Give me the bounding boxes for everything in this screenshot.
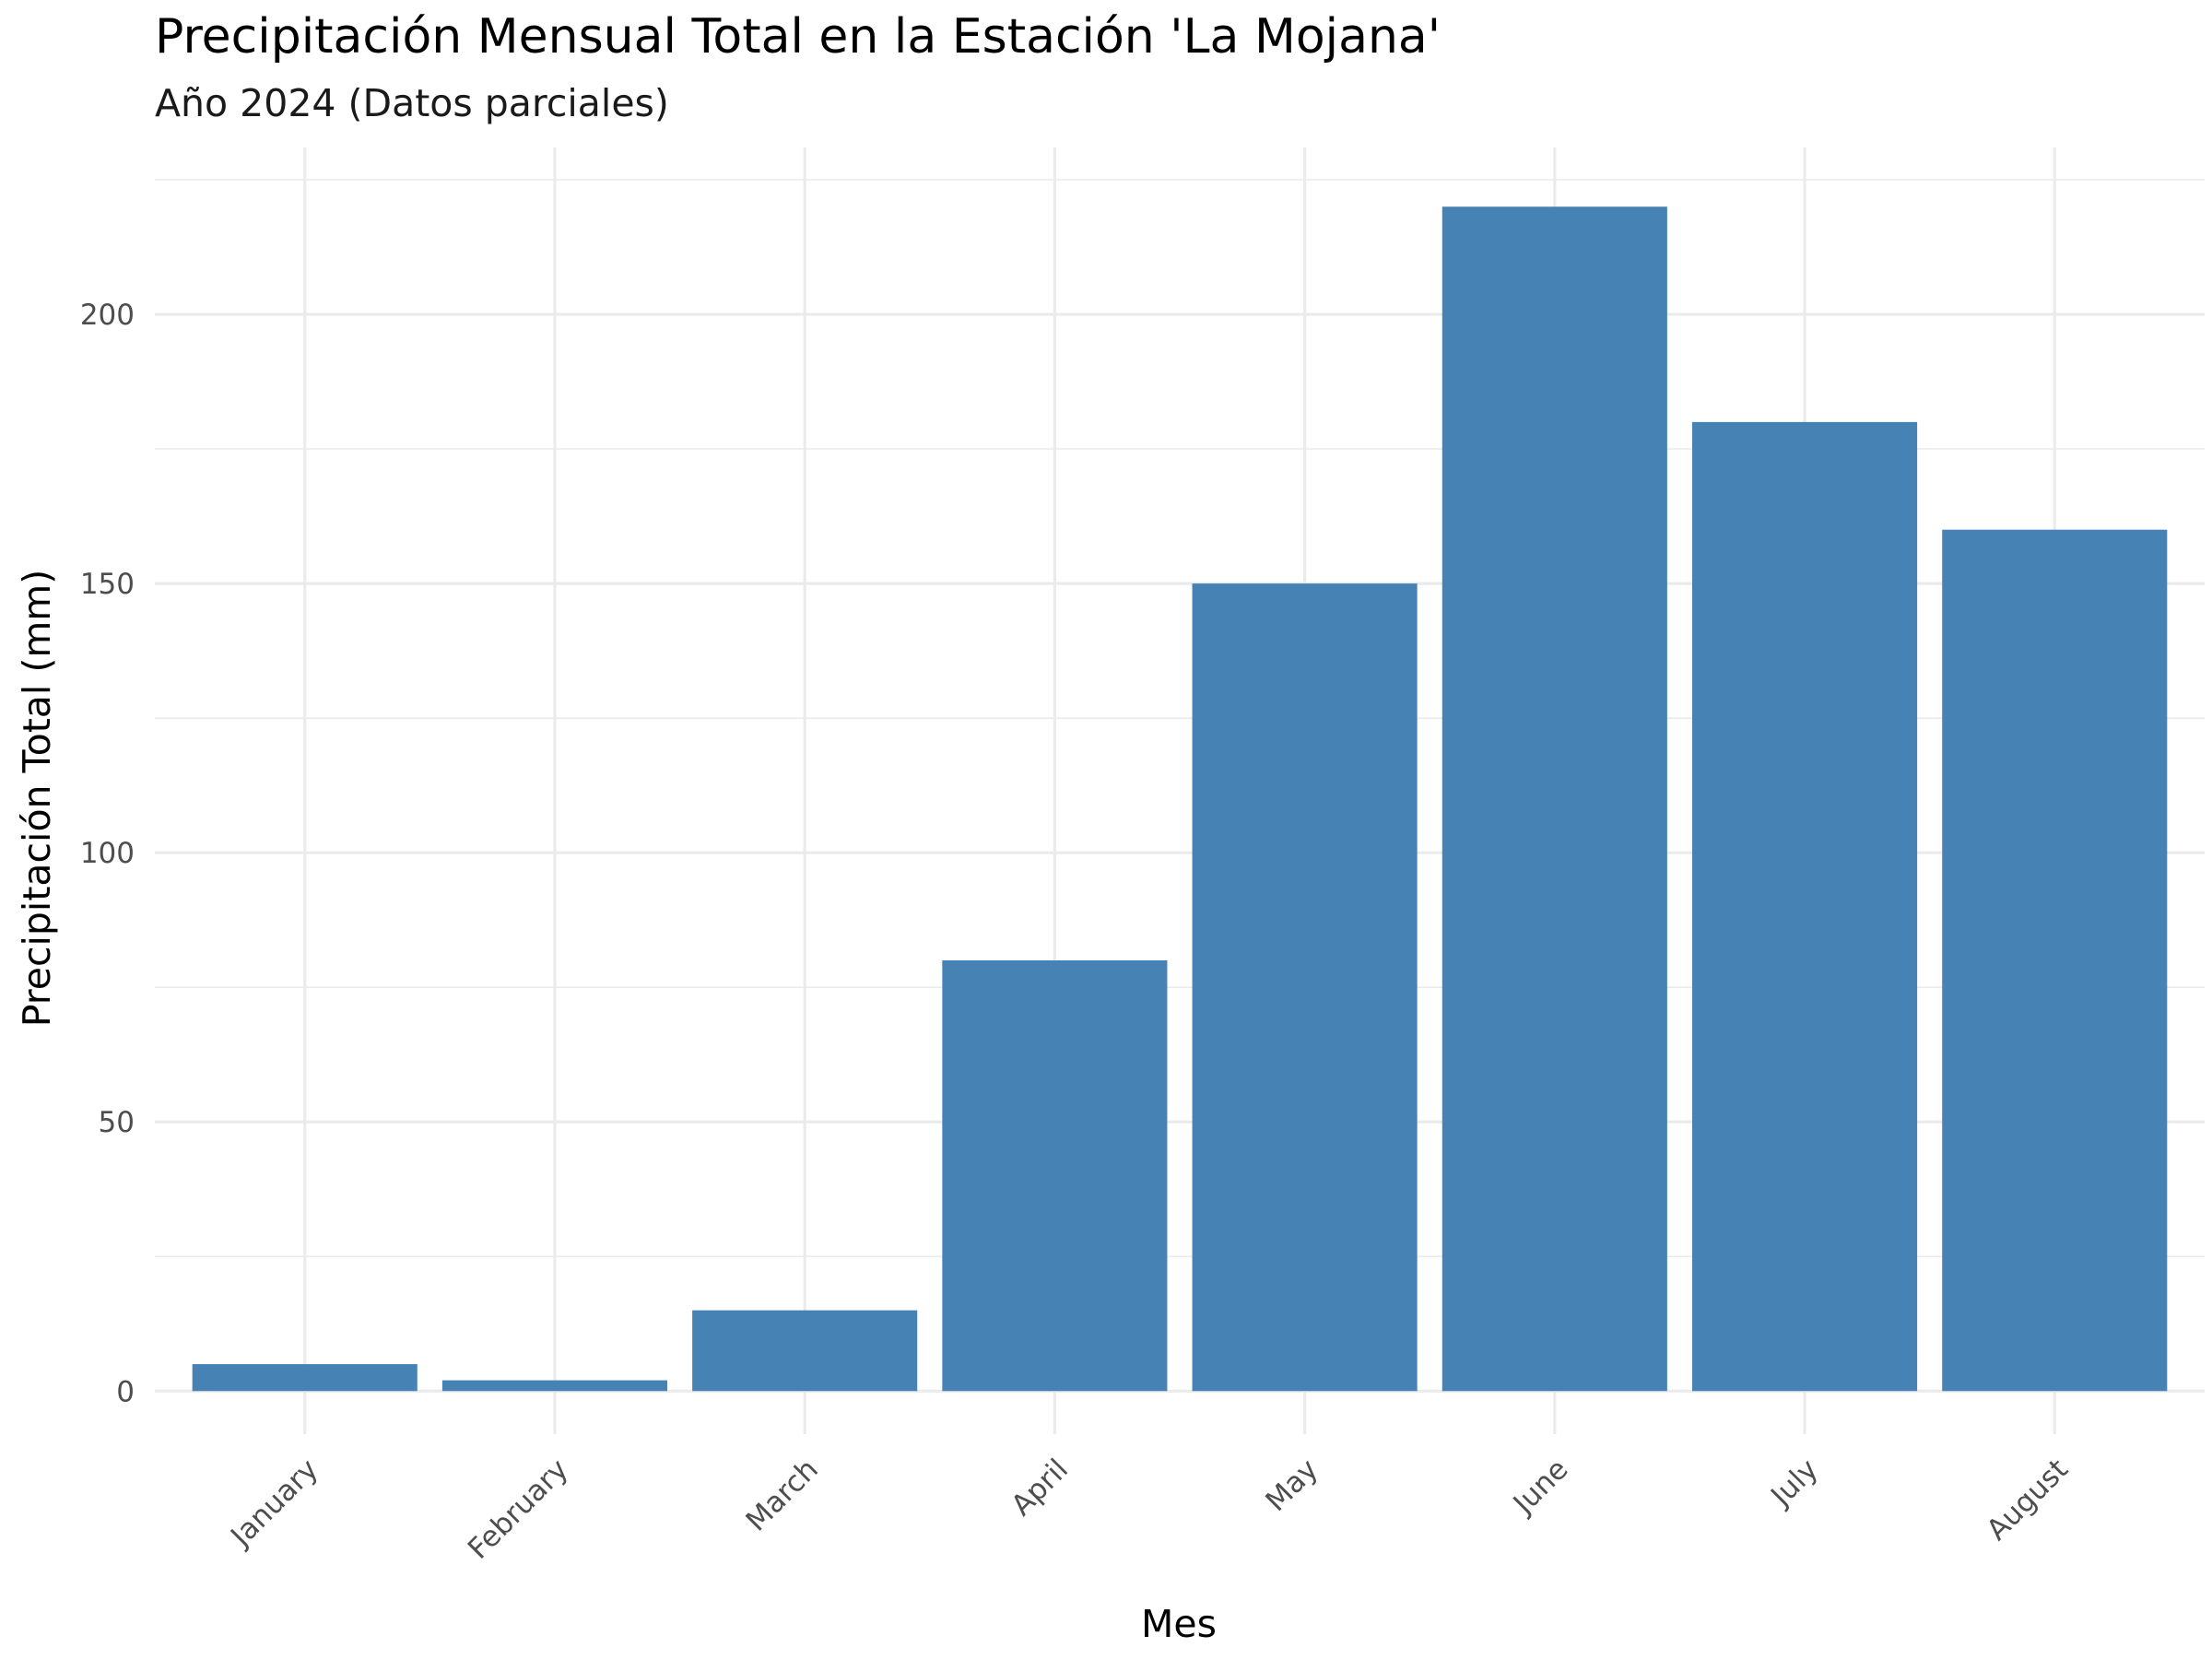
- x-tick-label: March: [740, 1453, 825, 1537]
- bar-august: [1942, 529, 2168, 1392]
- x-tick-label: January: [223, 1453, 324, 1554]
- x-axis-title: Mes: [1141, 1602, 1217, 1646]
- chart-title: Precipitación Mensual Total en la Estaci…: [155, 9, 1441, 65]
- x-tick-label: July: [1763, 1453, 1824, 1513]
- y-tick-label: 100: [80, 837, 135, 870]
- x-tick-label: June: [1506, 1453, 1575, 1522]
- y-tick-label: 150: [80, 568, 135, 601]
- bar-june: [1441, 206, 1667, 1392]
- y-tick-label: 0: [116, 1375, 135, 1408]
- bar-july: [1692, 421, 1918, 1392]
- bar-march: [692, 1310, 918, 1392]
- bar-february: [441, 1380, 667, 1392]
- x-tick-label: May: [1259, 1453, 1324, 1518]
- bar-april: [942, 959, 1168, 1392]
- y-tick-label: 50: [99, 1106, 135, 1139]
- y-tick-label: 200: [80, 299, 135, 332]
- x-tick-label: August: [1981, 1453, 2075, 1547]
- bar-may: [1192, 583, 1418, 1392]
- bar-layer: [192, 206, 2168, 1392]
- x-tick-label: February: [462, 1453, 575, 1566]
- x-tick-label: April: [1005, 1453, 1075, 1523]
- bar-january: [192, 1364, 418, 1392]
- chart-subtitle: Año 2024 (Datos parciales): [155, 81, 669, 125]
- y-axis-title: Precipitación Total (mm): [15, 570, 59, 1027]
